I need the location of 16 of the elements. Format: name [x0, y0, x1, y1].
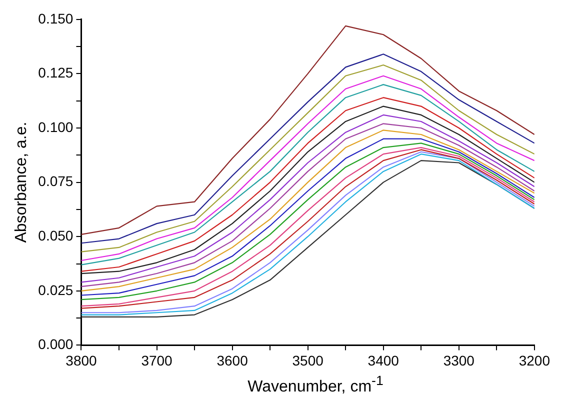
y-axis-title: Absorbance, a.e.: [13, 122, 30, 243]
y-tick-label: 0.100: [38, 118, 74, 135]
y-tick-label: 0.075: [38, 173, 74, 190]
x-axis-title: Wavenumber, cm$^{-1}$: [246, 373, 384, 396]
x-tick-label: 3700: [141, 352, 173, 368]
x-tick-label: 3400: [368, 352, 400, 368]
x-tick-label: 3500: [292, 352, 324, 368]
y-tick-label: 0.000: [38, 336, 74, 352]
x-tick-label: 3800: [66, 352, 98, 368]
x-tick-label: 3200: [518, 352, 550, 368]
x-tick-label: 3300: [443, 352, 475, 368]
y-tick-label: 0.025: [38, 282, 74, 298]
y-tick-label: 0.050: [38, 227, 74, 244]
y-tick-label: 0.150: [38, 10, 74, 26]
x-tick-label: 3600: [216, 352, 248, 368]
y-tick-label: 0.125: [38, 64, 74, 81]
